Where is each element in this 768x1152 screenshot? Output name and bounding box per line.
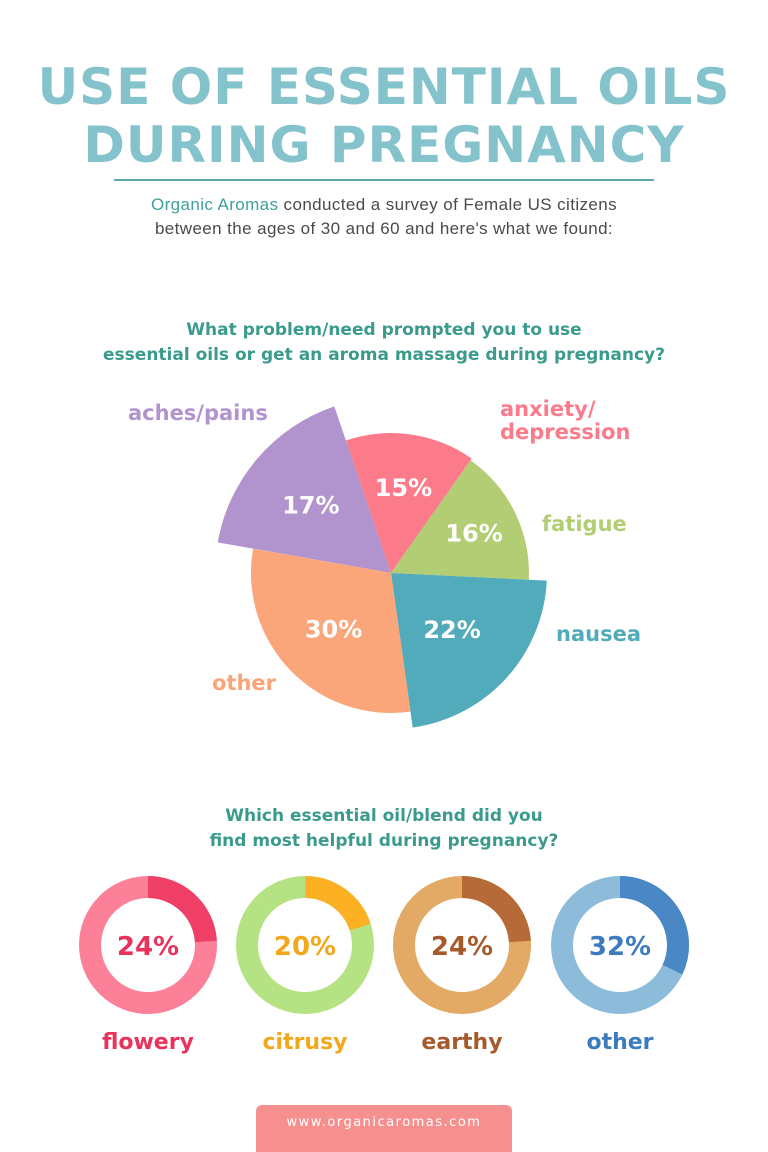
title-divider bbox=[114, 179, 654, 181]
pie-value-aches-pains: 17% bbox=[282, 491, 339, 519]
pie-slice-nausea bbox=[391, 573, 547, 728]
donut-segment-citrusy bbox=[304, 876, 371, 931]
pie-slice-anxiety-depression bbox=[345, 433, 472, 573]
donut-question-line-2: find most helpful during pregnancy? bbox=[209, 831, 559, 851]
donut-question-line-1: Which essential oil/blend did you bbox=[225, 806, 543, 826]
pie-label-anxiety-depression-1: anxiety/ bbox=[500, 397, 596, 421]
donut-value-citrusy: 20% bbox=[274, 932, 336, 962]
pie-slice-other bbox=[250, 548, 411, 713]
footer-url-tab[interactable]: www.organicaromas.com bbox=[256, 1105, 512, 1152]
title-line-2: DURING PREGNANCY bbox=[83, 116, 685, 174]
pie-value-fatigue: 16% bbox=[445, 520, 502, 548]
intro-text: Organic Aromas conducted a survey of Fem… bbox=[0, 193, 768, 241]
donut-label-flowery: flowery bbox=[102, 1030, 194, 1055]
brand-name: Organic Aromas bbox=[150, 195, 279, 214]
pie-label-fatigue: fatigue bbox=[542, 512, 627, 536]
pie-value-nausea: 22% bbox=[423, 616, 480, 644]
pie-slice-fatigue bbox=[391, 460, 529, 580]
donut-segment-flowery bbox=[147, 876, 217, 943]
pie-value-anxiety-depression: 15% bbox=[375, 474, 432, 502]
donut-label-other: other bbox=[586, 1030, 653, 1055]
donut-segment-earthy bbox=[461, 876, 531, 943]
donut-value-other: 32% bbox=[589, 932, 651, 962]
pie-slice-aches-pains bbox=[217, 406, 391, 573]
pie-question-line-2: essential oils or get an aroma massage d… bbox=[103, 345, 665, 365]
page-title: USE OF ESSENTIAL OILS DURING PREGNANCY bbox=[0, 58, 768, 174]
intro-line-1-rest: conducted a survey of Female US citizens bbox=[278, 195, 618, 214]
donut-label-citrusy: citrusy bbox=[262, 1030, 347, 1055]
intro-line-2: between the ages of 30 and 60 and here's… bbox=[154, 219, 614, 238]
donut-value-earthy: 24% bbox=[431, 932, 493, 962]
title-line-1: USE OF ESSENTIAL OILS bbox=[37, 58, 731, 116]
pie-label-aches-pains: aches/pains bbox=[128, 401, 268, 425]
donut-value-flowery: 24% bbox=[117, 932, 179, 962]
footer-url[interactable]: www.organicaromas.com bbox=[286, 1115, 482, 1130]
donut-question: Which essential oil/blend did you find m… bbox=[0, 804, 768, 854]
pie-value-other: 30% bbox=[305, 615, 362, 643]
pie-label-anxiety-depression-2: depression bbox=[500, 420, 630, 444]
pie-question-line-1: What problem/need prompted you to use bbox=[186, 320, 582, 340]
pie-label-nausea: nausea bbox=[556, 622, 641, 646]
donut-segment-other bbox=[619, 876, 690, 975]
pie-label-other: other bbox=[212, 671, 277, 695]
pie-question: What problem/need prompted you to use es… bbox=[0, 318, 768, 368]
donut-label-earthy: earthy bbox=[421, 1030, 502, 1055]
